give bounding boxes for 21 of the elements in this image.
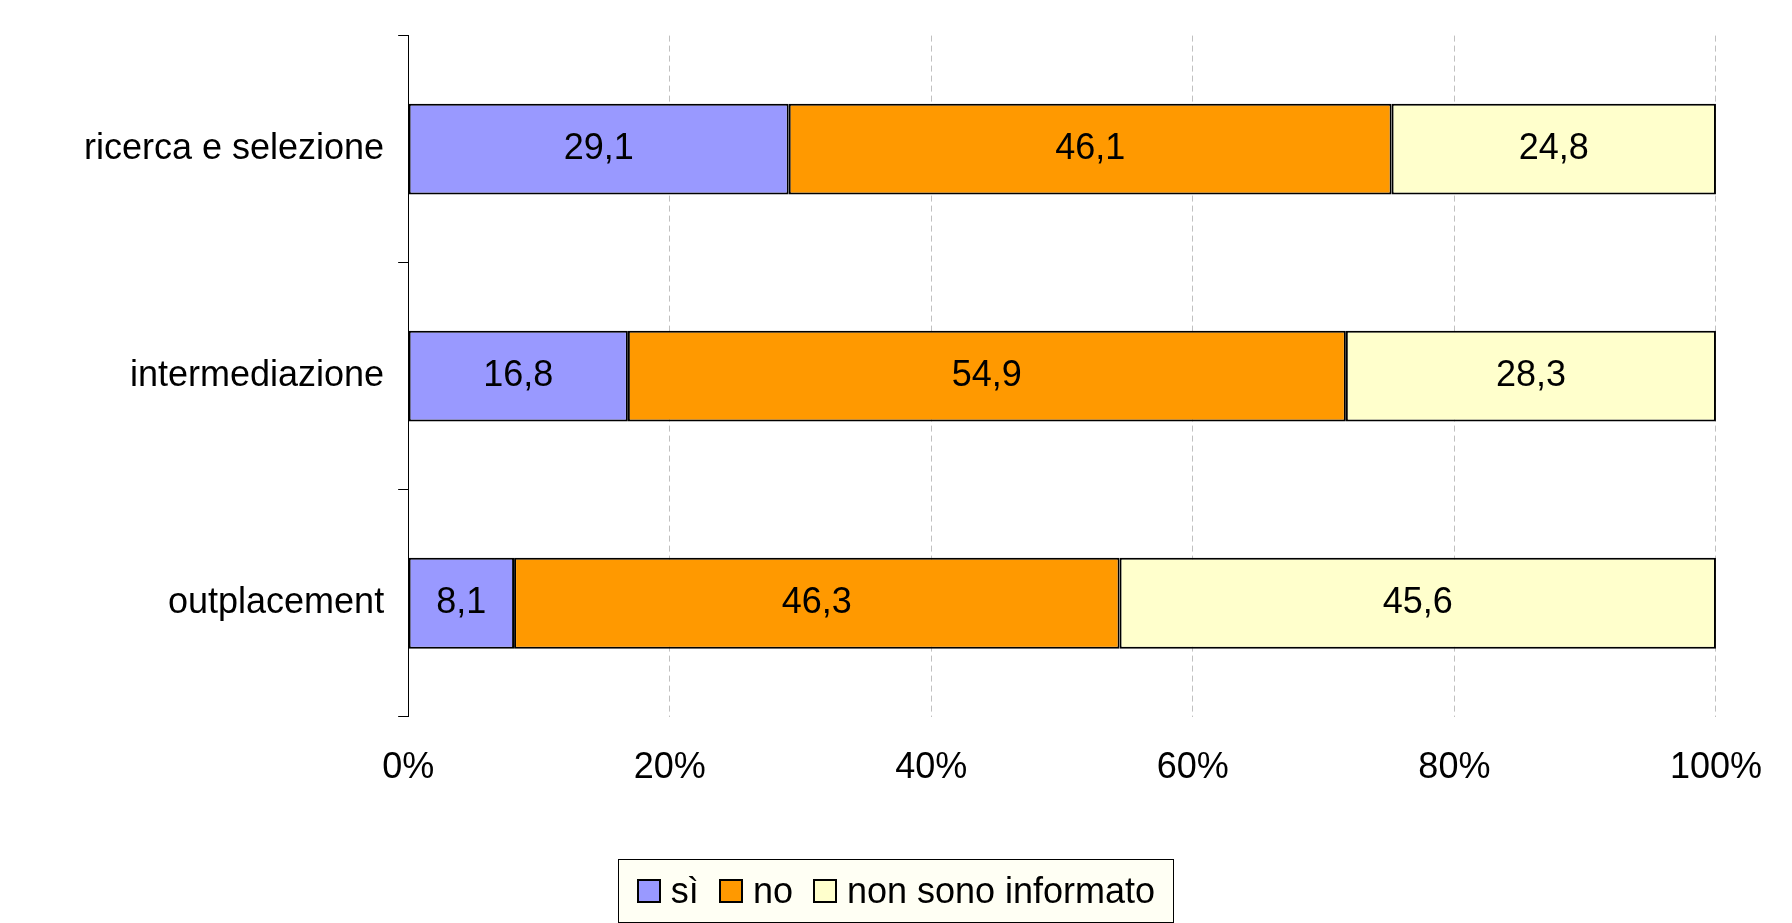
- y-tick-label: outplacement: [168, 580, 385, 622]
- y-tick-label: intermediazione: [129, 353, 385, 395]
- data-label: 16,8: [483, 353, 554, 395]
- x-tick-label: 0%: [382, 745, 435, 787]
- legend-label: non sono informato: [846, 870, 1156, 912]
- y-tick-label: ricerca e selezione: [83, 126, 385, 168]
- legend-label: sì: [670, 870, 699, 912]
- data-label: 28,3: [1495, 353, 1566, 395]
- x-tick-label: 40%: [895, 745, 968, 787]
- x-tick-label: 80%: [1418, 745, 1491, 787]
- x-tick-label: 100%: [1669, 745, 1762, 787]
- data-label: 24,8: [1518, 126, 1589, 168]
- data-label: 45,6: [1382, 580, 1453, 622]
- data-label: 54,9: [951, 353, 1022, 395]
- legend-label: no: [752, 870, 793, 912]
- data-label: 29,1: [563, 126, 634, 168]
- x-tick-label: 20%: [633, 745, 706, 787]
- data-label: 46,1: [1055, 126, 1126, 168]
- x-tick-label: 60%: [1156, 745, 1229, 787]
- data-label: 46,3: [781, 580, 852, 622]
- data-label: 8,1: [436, 580, 487, 622]
